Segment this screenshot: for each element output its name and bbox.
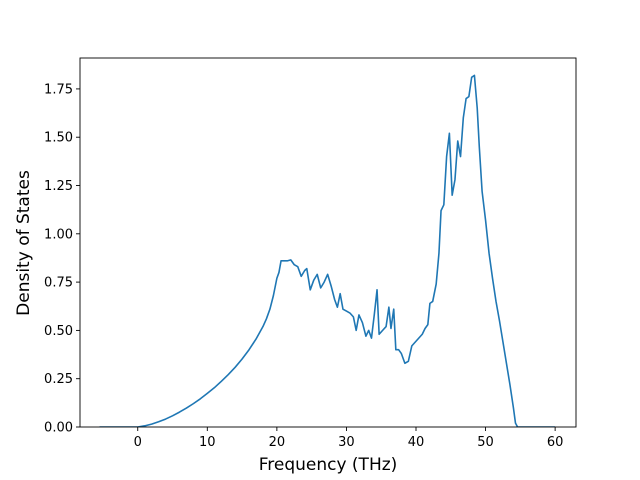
x-axis-label: Frequency (THz) — [259, 455, 398, 475]
x-tick-label: 40 — [408, 435, 425, 450]
plot-area — [79, 57, 577, 428]
x-tick-label: 60 — [547, 435, 564, 450]
y-tick-label: 1.75 — [44, 82, 73, 97]
series-line-0 — [99, 74, 556, 427]
x-tick-label: 10 — [199, 435, 216, 450]
y-axis-label: Density of States — [14, 170, 34, 316]
y-tick-label: 1.00 — [44, 227, 73, 242]
y-tick-label: 1.50 — [44, 131, 73, 146]
x-axis-ticks: 0 10 20 30 40 50 60 — [134, 427, 564, 450]
x-tick-label: 50 — [477, 435, 494, 450]
y-axis-ticks: 0.00 0.25 0.50 0.75 1.00 1.25 1.50 1.75 — [44, 82, 80, 436]
y-tick-label: 0.25 — [44, 372, 73, 387]
y-tick-label: 0.75 — [44, 276, 73, 291]
plot-background — [80, 58, 576, 427]
x-tick-label: 20 — [269, 435, 286, 450]
x-tick-label: 0 — [134, 435, 142, 450]
y-tick-label: 0.00 — [44, 421, 73, 436]
y-tick-label: 1.25 — [44, 179, 73, 194]
plot-frame — [79, 57, 577, 428]
y-tick-label: 0.50 — [44, 324, 73, 339]
x-tick-label: 30 — [338, 435, 355, 450]
